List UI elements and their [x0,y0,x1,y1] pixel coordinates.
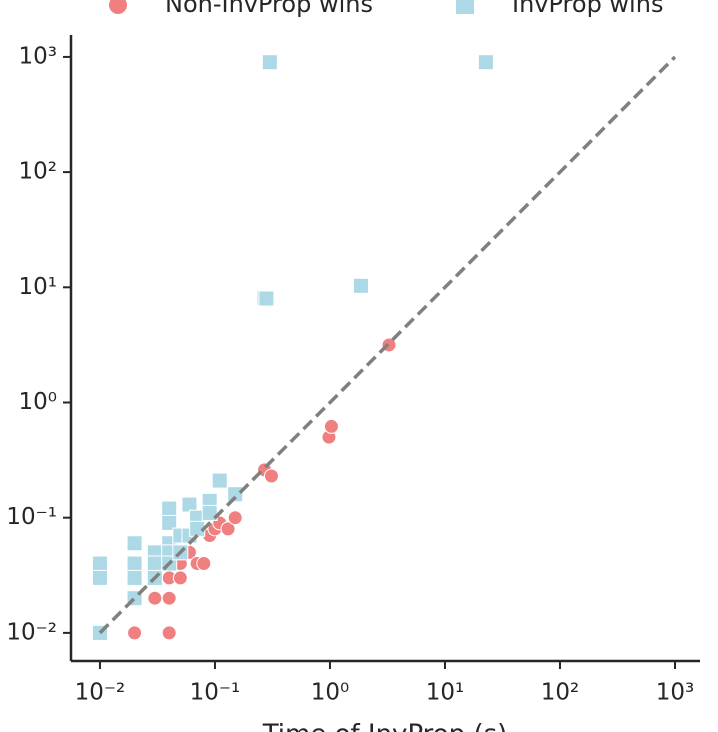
x-tick-label: 10⁻¹ [190,680,241,706]
legend-label: InvProp wins [512,0,663,18]
point [211,472,228,489]
x-axis-label: Time of InvProp (s) [262,720,508,732]
y-tick-label: 10⁻¹ [6,504,57,530]
point [127,625,143,641]
x-tick-label: 10¹ [426,680,465,706]
point [126,569,143,586]
point [161,625,177,641]
y-tick-label: 10² [19,159,58,185]
y-tick-label: 10⁻² [6,619,57,645]
point [227,510,243,526]
point [161,514,178,531]
point [220,521,236,537]
point [126,535,143,552]
point [146,555,163,572]
x-tick-label: 10⁻² [75,680,126,706]
point [126,555,143,572]
point [91,569,108,586]
point [91,555,108,572]
point [147,590,163,606]
point [323,418,339,434]
x-tick-label: 10³ [656,680,695,706]
y-tick-label: 10¹ [19,274,58,300]
point [261,54,278,71]
legend-label: Non-InvProp wins [165,0,373,18]
x-tick-label: 10⁰ [311,680,350,706]
point [263,468,279,484]
y-tick-label: 10³ [19,43,58,69]
point [172,570,188,586]
point [227,486,244,503]
point [161,500,178,517]
point [201,504,218,521]
x-tick-label: 10² [541,680,580,706]
point [477,54,494,71]
legend-marker [456,0,474,14]
point [258,290,275,307]
point [352,277,369,294]
y-tick-label: 10⁰ [19,389,58,415]
point [196,556,212,572]
point [161,590,177,606]
reference-line [98,55,677,635]
legend-marker [109,0,127,14]
